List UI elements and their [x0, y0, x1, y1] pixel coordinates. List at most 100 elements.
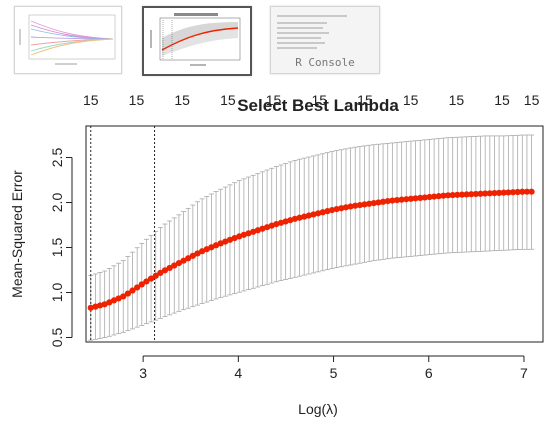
x-tick-label: 7: [520, 365, 528, 381]
mse-point: [296, 214, 303, 221]
console-line: [277, 27, 323, 29]
mse-point: [324, 208, 331, 215]
mse-point: [482, 190, 489, 197]
thumbnail-r-console[interactable]: R Console: [270, 6, 380, 74]
mse-point: [101, 301, 108, 308]
mse-point: [305, 212, 312, 219]
mse-point: [463, 191, 470, 198]
mse-point: [407, 195, 415, 202]
top-axis-label: 15: [129, 92, 145, 108]
top-axis-label: 15: [449, 92, 465, 108]
mse-point: [110, 297, 118, 304]
top-axis-labels: 15 15 15 15 15 15 15 15 15 15 15: [83, 92, 540, 108]
top-axis-label: 15: [220, 92, 236, 108]
mse-point: [486, 190, 493, 197]
y-tick-label: 2.5: [49, 148, 65, 168]
x-tick-label: 5: [330, 365, 338, 381]
mse-point: [92, 303, 99, 310]
chart-title: Select Best Lambda: [237, 96, 399, 115]
console-label: R Console: [295, 56, 355, 69]
mse-point: [120, 293, 127, 300]
error-bars: [88, 134, 535, 341]
top-axis-label: 15: [403, 92, 419, 108]
thumbnail-cross-validation[interactable]: [142, 6, 252, 76]
mse-point: [389, 197, 396, 204]
mse-point: [189, 252, 196, 259]
mse-point: [147, 275, 155, 282]
mse-point: [523, 188, 531, 195]
mse-point: [500, 189, 507, 196]
mse-point: [417, 194, 424, 202]
top-axis-label: 15: [311, 92, 327, 108]
mse-points: [87, 188, 535, 311]
mse-point: [203, 246, 210, 253]
mse-point: [449, 191, 456, 199]
mse-point: [106, 299, 113, 306]
console-line: [277, 42, 325, 44]
mse-point: [458, 191, 466, 198]
mse-point: [310, 211, 317, 218]
mse-point: [509, 189, 517, 196]
console-line: [277, 22, 327, 24]
y-axis-label: Mean-Squared Error: [9, 170, 25, 298]
mse-point: [96, 302, 104, 309]
y-tick-label: 1.0: [49, 283, 65, 303]
mse-point: [519, 188, 526, 195]
mse-point: [143, 278, 150, 285]
mse-point: [431, 193, 438, 200]
mse-point: [124, 290, 131, 297]
mse-point: [134, 284, 141, 291]
mse-point: [375, 199, 382, 206]
mse-point: [444, 192, 452, 199]
mse-point: [333, 206, 340, 213]
mse-point: [342, 204, 350, 211]
mse-point: [194, 250, 201, 257]
mse-point: [495, 189, 503, 196]
mse-point: [301, 213, 308, 220]
mse-point: [212, 242, 220, 249]
mse-point: [328, 206, 336, 214]
x-axis: 3 4 5 6 7: [139, 355, 528, 381]
cv-error-plot: Select Best Lambda 15 15 15 15 15 15 15 15 15 15 1…: [9, 92, 544, 417]
console-line: [277, 32, 329, 34]
x-tick-label: 6: [425, 365, 433, 381]
mse-point: [138, 281, 145, 288]
mse-point: [361, 201, 368, 208]
y-axis: 0.5 1.0 1.5 2.0 2.5: [49, 148, 73, 347]
mse-point: [315, 210, 322, 217]
mse-point: [291, 215, 299, 222]
coefficient-paths-miniature: [19, 14, 116, 65]
top-axis-label: 15: [524, 92, 540, 108]
mse-point: [152, 272, 159, 279]
mse-point: [129, 287, 136, 294]
mse-point: [393, 197, 401, 204]
mse-point: [370, 199, 377, 207]
mse-point: [352, 202, 359, 209]
mse-point: [87, 304, 94, 311]
mse-point: [477, 190, 484, 197]
mse-point: [384, 198, 391, 205]
console-line: [277, 37, 321, 39]
y-tick-label: 1.5: [49, 238, 65, 258]
top-axis-label: 15: [494, 92, 510, 108]
console-line: [277, 15, 347, 17]
x-tick-label: 3: [139, 365, 147, 381]
y-tick-label: 2.0: [49, 193, 65, 213]
mse-point: [398, 196, 405, 203]
mse-point: [161, 267, 169, 274]
mse-point: [208, 244, 215, 251]
mse-point: [505, 189, 512, 196]
cross-validation-miniature: [150, 13, 241, 66]
mse-point: [403, 196, 410, 203]
mse-point: [472, 190, 479, 198]
mse-point: [157, 269, 164, 277]
mse-point: [366, 200, 373, 207]
mse-point: [356, 201, 363, 209]
mse-point: [421, 194, 428, 201]
thumbnail-coefficient-paths[interactable]: [14, 6, 122, 74]
mse-point: [347, 203, 354, 210]
mse-point: [426, 193, 433, 201]
mse-point: [435, 193, 442, 200]
top-axis-label: 15: [83, 92, 99, 108]
mse-point: [528, 188, 535, 195]
